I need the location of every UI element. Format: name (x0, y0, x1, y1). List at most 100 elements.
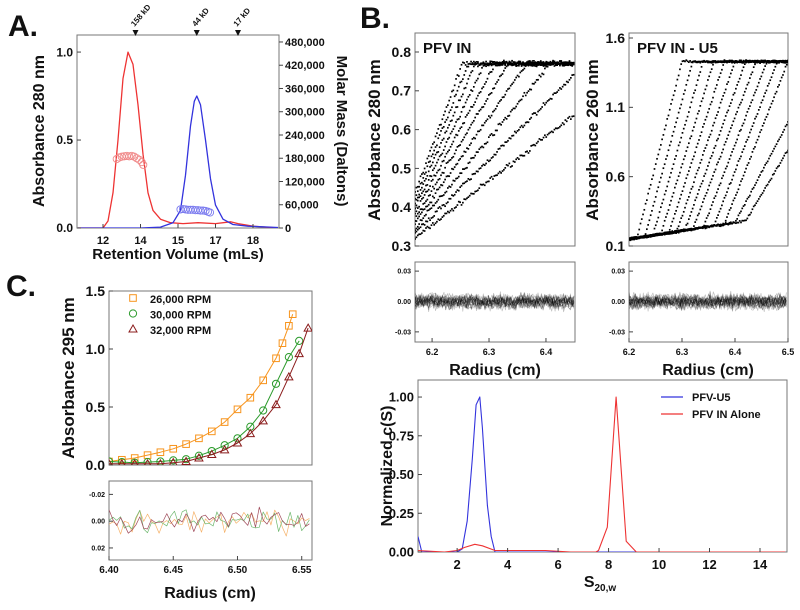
scan-point (682, 127, 685, 130)
scan-point (441, 118, 444, 121)
residual-trace (629, 293, 787, 310)
scan-point (470, 157, 472, 160)
scan-point (440, 184, 442, 186)
scan-point (673, 186, 676, 189)
scan-point (467, 162, 470, 165)
plot-frame (414, 261, 576, 343)
scan-point (568, 61, 571, 63)
scan-point (672, 217, 675, 220)
scan-point (666, 185, 669, 188)
scan-point (731, 178, 733, 181)
residual-trace (415, 291, 575, 310)
scan-point (537, 78, 539, 81)
scan-point (713, 147, 716, 149)
scan-point (768, 157, 770, 160)
elution-trace (78, 95, 279, 228)
scan-point (687, 218, 690, 221)
scan-point (559, 64, 561, 67)
scan-point (445, 175, 448, 178)
scan-point (560, 124, 563, 127)
scan-point (486, 141, 489, 144)
scan-point (738, 77, 741, 80)
scan-point (726, 165, 728, 168)
scan-point (490, 60, 493, 63)
scan-point (460, 155, 463, 158)
scan-point (719, 60, 722, 62)
scan-point (763, 60, 765, 63)
scan-point (755, 202, 758, 205)
scan-point (759, 78, 761, 80)
scan-point (723, 143, 726, 146)
scan-point (696, 61, 699, 64)
scan-point (530, 88, 533, 91)
scan-point (422, 171, 425, 174)
scan-point (644, 202, 647, 205)
scan-point (774, 65, 777, 68)
scan-point (437, 188, 440, 191)
standard-marker-label: 17 kD (232, 6, 253, 28)
scan-point (426, 220, 429, 223)
scan-point (533, 143, 535, 146)
scan-point (489, 92, 492, 95)
scan-point (430, 175, 433, 178)
scan-point (783, 60, 786, 62)
y-tick-label: 0.5 (56, 133, 73, 147)
scan-point (778, 164, 780, 167)
scan-point (689, 214, 691, 217)
scan-point (436, 171, 438, 174)
scan-point (782, 157, 784, 160)
scan-point (780, 76, 783, 79)
scan-point (445, 130, 448, 133)
scan-point (754, 63, 756, 66)
scan-point (699, 105, 702, 107)
scan-point (415, 223, 416, 226)
scan-point (452, 155, 455, 158)
triangle-marker (232, 437, 243, 447)
scan-point (464, 70, 467, 72)
scan-point (693, 225, 695, 227)
scan-point (736, 164, 739, 167)
scan-point (490, 64, 493, 67)
scan-point (518, 63, 520, 66)
scan-point (652, 204, 655, 207)
scan-point (721, 60, 723, 63)
scan-point (564, 119, 567, 121)
scan-point (449, 120, 452, 123)
scan-point (782, 74, 784, 76)
scan-point (533, 63, 535, 66)
scan-point (764, 60, 767, 63)
scan-point (494, 62, 497, 65)
scan-point (545, 62, 548, 65)
scan-point (518, 128, 520, 131)
scan-point (486, 118, 489, 121)
scan-point (479, 72, 482, 74)
scan-point (418, 227, 420, 230)
scan-point (717, 60, 719, 63)
scan-point (497, 64, 500, 67)
scan-point (687, 228, 690, 230)
scan-point (528, 61, 531, 63)
scan-point (522, 61, 524, 64)
scan-point (567, 63, 569, 66)
scan-point (508, 63, 511, 66)
scan-point (415, 194, 418, 196)
scan-point (455, 191, 457, 193)
scan-point (431, 204, 434, 207)
scan-point (531, 144, 534, 147)
scan-point (464, 181, 467, 183)
scan-point (563, 61, 565, 64)
triangle-marker (258, 415, 269, 425)
scan-point (423, 167, 426, 170)
scan-point (453, 95, 456, 98)
scan-point (756, 85, 759, 88)
scan-point (723, 196, 726, 199)
scan-point (671, 220, 674, 223)
scan-point (691, 158, 694, 161)
x-tick-label: 18 (247, 235, 259, 247)
scan-point (694, 221, 697, 223)
scan-point (429, 227, 431, 230)
scan-point (485, 142, 487, 145)
scan-point (673, 231, 676, 234)
scan-point (453, 136, 456, 139)
scan-point (661, 229, 663, 232)
